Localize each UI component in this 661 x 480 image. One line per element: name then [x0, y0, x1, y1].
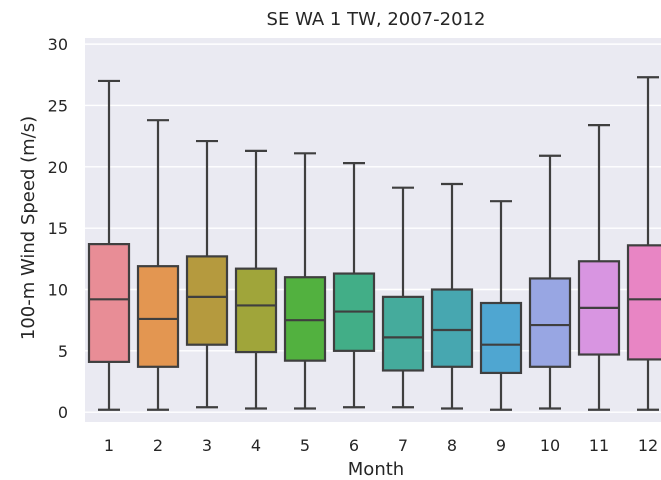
x-axis-label: Month: [348, 459, 404, 480]
box-3: [185, 139, 229, 409]
y-tick-label: 20: [48, 158, 68, 177]
x-tick-label: 1: [104, 436, 114, 455]
x-tick-label: 6: [349, 436, 359, 455]
box-iqr: [234, 267, 278, 354]
box-12: [626, 76, 661, 411]
y-tick-label: 5: [58, 342, 68, 361]
box-5: [283, 152, 327, 410]
box-6: [332, 162, 376, 409]
y-axis-label: 100-m Wind Speed (m/s): [18, 116, 39, 340]
chart-title: SE WA 1 TW, 2007-2012: [267, 9, 486, 30]
box-8: [430, 182, 474, 410]
y-tick-label: 15: [48, 219, 68, 238]
box-4: [234, 149, 278, 410]
x-tick-label: 11: [589, 436, 609, 455]
y-tick-label: 30: [48, 35, 68, 54]
x-tick-label: 10: [540, 436, 560, 455]
box-iqr: [528, 277, 572, 368]
x-tick-label: 9: [496, 436, 506, 455]
x-tick-label: 12: [638, 436, 658, 455]
box-series: [87, 76, 661, 411]
box-9: [479, 200, 523, 411]
box-iqr: [381, 295, 425, 372]
box-1: [87, 79, 131, 411]
y-tick-label: 0: [58, 403, 68, 422]
x-tick-label: 4: [251, 436, 261, 455]
box-iqr: [87, 243, 131, 363]
box-2: [136, 119, 180, 411]
x-tick-labels: 1 2 3 4 5 6 7 8 9 10 11 12: [104, 436, 658, 455]
y-tick-labels: 0 5 10 15 20 25 30: [48, 35, 68, 422]
box-iqr: [136, 265, 180, 368]
x-tick-label: 2: [153, 436, 163, 455]
y-tick-label: 25: [48, 96, 68, 115]
y-tick-label: 10: [48, 281, 68, 300]
box-iqr: [283, 276, 327, 362]
x-tick-label: 8: [447, 436, 457, 455]
box-10: [528, 154, 572, 410]
box-iqr: [479, 301, 523, 375]
x-tick-label: 3: [202, 436, 212, 455]
box-iqr: [185, 255, 229, 346]
box-11: [577, 124, 621, 411]
box-iqr: [626, 244, 661, 361]
box-iqr: [430, 288, 474, 368]
box-7: [381, 186, 425, 409]
x-tick-label: 5: [300, 436, 310, 455]
x-tick-label: 7: [398, 436, 408, 455]
